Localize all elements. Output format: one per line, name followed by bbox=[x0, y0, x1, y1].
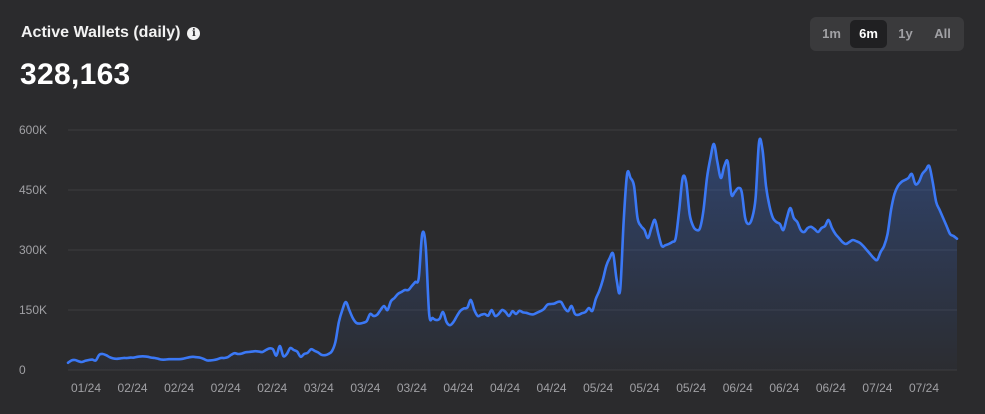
x-tick-label: 06/24 bbox=[816, 381, 846, 395]
current-value: 328,163 bbox=[20, 58, 131, 91]
x-tick-label: 04/24 bbox=[443, 381, 473, 395]
range-1y-button[interactable]: 1y bbox=[898, 26, 913, 41]
x-tick-label: 02/24 bbox=[257, 381, 287, 395]
x-tick-label: 02/24 bbox=[211, 381, 241, 395]
chart-title: Active Wallets (daily) bbox=[21, 24, 181, 41]
series-area-fill bbox=[68, 138, 957, 370]
x-tick-label: 05/24 bbox=[676, 381, 706, 395]
x-tick-label: 01/24 bbox=[71, 381, 101, 395]
x-tick-label: 05/24 bbox=[630, 381, 660, 395]
range-all-button[interactable]: All bbox=[934, 26, 951, 41]
x-tick-label: 07/24 bbox=[862, 381, 892, 395]
y-tick-label: 0 bbox=[19, 363, 26, 377]
x-tick-label: 02/24 bbox=[118, 381, 148, 395]
y-axis-ticks: 0 150K 300K 450K 600K bbox=[19, 123, 47, 377]
x-tick-label: 03/24 bbox=[350, 381, 380, 395]
y-tick-label: 150K bbox=[19, 303, 47, 317]
range-1m-button[interactable]: 1m bbox=[822, 26, 841, 41]
series-line[interactable] bbox=[66, 137, 959, 365]
y-tick-label: 300K bbox=[19, 243, 47, 257]
range-selector: 1m 6m 1y All bbox=[810, 17, 964, 51]
x-tick-label: 05/24 bbox=[583, 381, 613, 395]
y-tick-label: 450K bbox=[19, 183, 47, 197]
y-tick-label: 600K bbox=[19, 123, 47, 137]
x-tick-label: 02/24 bbox=[164, 381, 194, 395]
x-axis-ticks: 01/24 02/24 02/24 02/24 02/24 03/24 03/24 03/24… bbox=[71, 381, 939, 395]
x-tick-label: 03/24 bbox=[304, 381, 334, 395]
info-icon[interactable]: i bbox=[187, 26, 201, 40]
x-tick-label: 04/24 bbox=[490, 381, 520, 395]
x-tick-label: 06/24 bbox=[723, 381, 753, 395]
x-tick-label: 04/24 bbox=[537, 381, 567, 395]
x-tick-label: 06/24 bbox=[769, 381, 799, 395]
series-layer bbox=[66, 137, 959, 370]
range-6m-button[interactable]: 6m bbox=[850, 20, 887, 48]
x-tick-label: 07/24 bbox=[909, 381, 939, 395]
x-tick-label: 03/24 bbox=[397, 381, 427, 395]
chart-header: Active Wallets (daily) i bbox=[21, 24, 201, 42]
